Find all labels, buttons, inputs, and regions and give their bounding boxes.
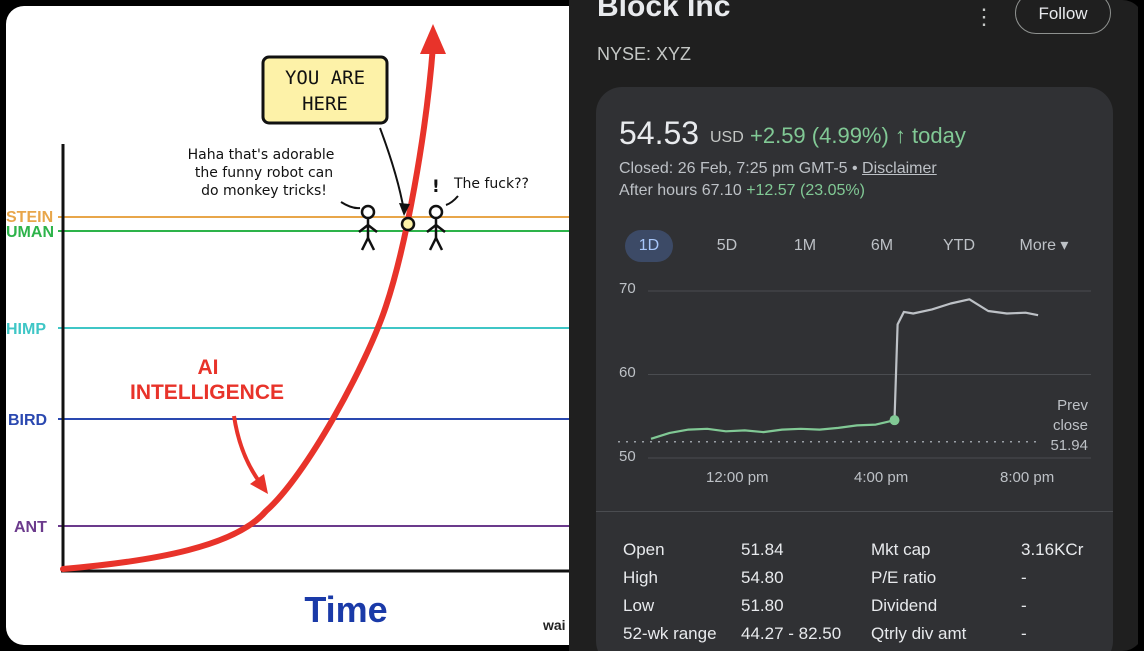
ant-label: ANT: [14, 519, 47, 536]
range-tab-more[interactable]: More ▾: [1019, 237, 1069, 254]
series-line-1: [893, 298, 1039, 421]
meme-panel: STEIN UMAN HIMP BIRD ANT YOU ARE HERE Ha…: [6, 6, 569, 645]
meme-drawing: STEIN UMAN HIMP BIRD ANT YOU ARE HERE Ha…: [6, 24, 569, 633]
price-change: +2.59 (4.99%) ↑ today: [750, 123, 966, 148]
watermark: wai: [542, 617, 566, 633]
ai-curve: [60, 43, 436, 572]
human-label: UMAN: [6, 224, 54, 241]
stat-value-open: 51.84: [741, 540, 784, 559]
closed-time: Closed: 26 Feb, 7:25 pm GMT-5 • Disclaim…: [619, 160, 937, 178]
close-point: [889, 415, 900, 426]
robot-point: [400, 216, 416, 232]
stat-label-qtrly-div: Qtrly div amt: [871, 624, 967, 643]
stat-label-pe: P/E ratio: [871, 568, 937, 587]
range-tab-6m[interactable]: 6M: [870, 237, 894, 254]
company-name: Block Inc: [597, 0, 731, 23]
ai-label-line1: AI: [198, 356, 219, 379]
stock-price: 54.53: [619, 115, 700, 151]
range-tab-ytd[interactable]: YTD: [943, 237, 975, 254]
stat-label-52wk: 52-wk range: [623, 624, 717, 643]
stat-label-dividend: Dividend: [871, 596, 938, 615]
chimp-label: HIMP: [6, 321, 46, 338]
stat-value-pe: -: [1021, 568, 1027, 587]
x-tick-4pm: 4:00 pm: [854, 469, 909, 486]
you-are-here-box: [261, 55, 389, 125]
closed-text: Closed: 26 Feb, 7:25 pm GMT-5 •: [619, 160, 863, 177]
y-tick-50: 50: [619, 448, 636, 465]
ai-label-line2: INTELLIGENCE: [130, 381, 284, 404]
stock-panel: Block Inc ⋮ Follow NYSE: XYZ 54.53 USD +…: [569, 0, 1138, 651]
x-tick-12pm: 12:00 pm: [706, 469, 769, 486]
stat-value-mkt-cap: 3.16KCr: [1021, 540, 1084, 559]
you-are-here-line1: YOU ARE: [285, 67, 365, 89]
exclaim-mark: !: [432, 177, 440, 197]
quote-card: 54.53 USD +2.59 (4.99%) ↑ today Closed: …: [596, 87, 1113, 651]
after-hours-change: +12.57 (23.05%): [746, 182, 865, 199]
stat-value-dividend: -: [1021, 596, 1027, 615]
follow-button[interactable]: Follow: [1015, 0, 1111, 34]
series-line-0: [650, 419, 895, 440]
stat-label-low: Low: [623, 596, 655, 615]
stat-label-mkt-cap: Mkt cap: [871, 540, 931, 559]
y-tick-70: 70: [619, 280, 636, 297]
more-options-icon[interactable]: ⋮: [973, 4, 995, 29]
stat-label-open: Open: [623, 540, 665, 559]
x-axis-label: Time: [304, 589, 387, 630]
after-hours-label: After hours 67.10: [619, 182, 747, 199]
stat-label-high: High: [623, 568, 658, 587]
stat-value-52wk: 44.27 - 82.50: [741, 624, 842, 643]
speech-left-line1: Haha that's adorable: [188, 147, 335, 163]
speech-left-line3: do monkey tricks!: [201, 183, 327, 199]
x-tick-8pm: 8:00 pm: [1000, 469, 1055, 486]
currency-label: USD: [710, 129, 744, 146]
you-are-here-pointer-tip: [399, 203, 410, 216]
prev-close-line1: Prev: [1057, 397, 1088, 414]
speech-right: The fuck??: [453, 176, 529, 192]
you-are-here-line2: HERE: [302, 93, 348, 115]
prev-close-line2: close: [1052, 417, 1088, 434]
stat-value-low: 51.80: [741, 596, 784, 615]
speech-left-line2: the funny robot can: [195, 165, 333, 181]
range-tab-1d[interactable]: 1D: [625, 230, 673, 262]
ai-curve-arrowhead: [420, 24, 446, 54]
range-tab-1m[interactable]: 1M: [793, 237, 817, 254]
stock-chart: [618, 290, 1091, 459]
ai-label-arrowhead: [250, 474, 268, 494]
stick-figure-right: [426, 204, 446, 251]
stats-divider: [596, 511, 1113, 512]
speech-right-tail: [445, 195, 459, 206]
disclaimer-link[interactable]: Disclaimer: [862, 160, 937, 177]
stat-value-high: 54.80: [741, 568, 784, 587]
bird-label: BIRD: [8, 412, 47, 429]
stat-value-qtrly-div: -: [1021, 624, 1027, 643]
you-are-here-pointer: [379, 127, 405, 212]
prev-close-value: 51.94: [1050, 437, 1088, 454]
ai-label-arrow: [232, 415, 263, 486]
range-tab-5d[interactable]: 5D: [716, 237, 738, 254]
einstein-label: STEIN: [6, 209, 53, 226]
after-hours: After hours 67.10 +12.57 (23.05%): [619, 182, 865, 200]
speech-left-tail: [340, 201, 361, 210]
y-tick-60: 60: [619, 364, 636, 381]
prev-close-label: Prev close 51.94: [1024, 396, 1088, 456]
stick-figure-left: [358, 204, 378, 251]
ticker-symbol: NYSE: XYZ: [597, 44, 692, 64]
